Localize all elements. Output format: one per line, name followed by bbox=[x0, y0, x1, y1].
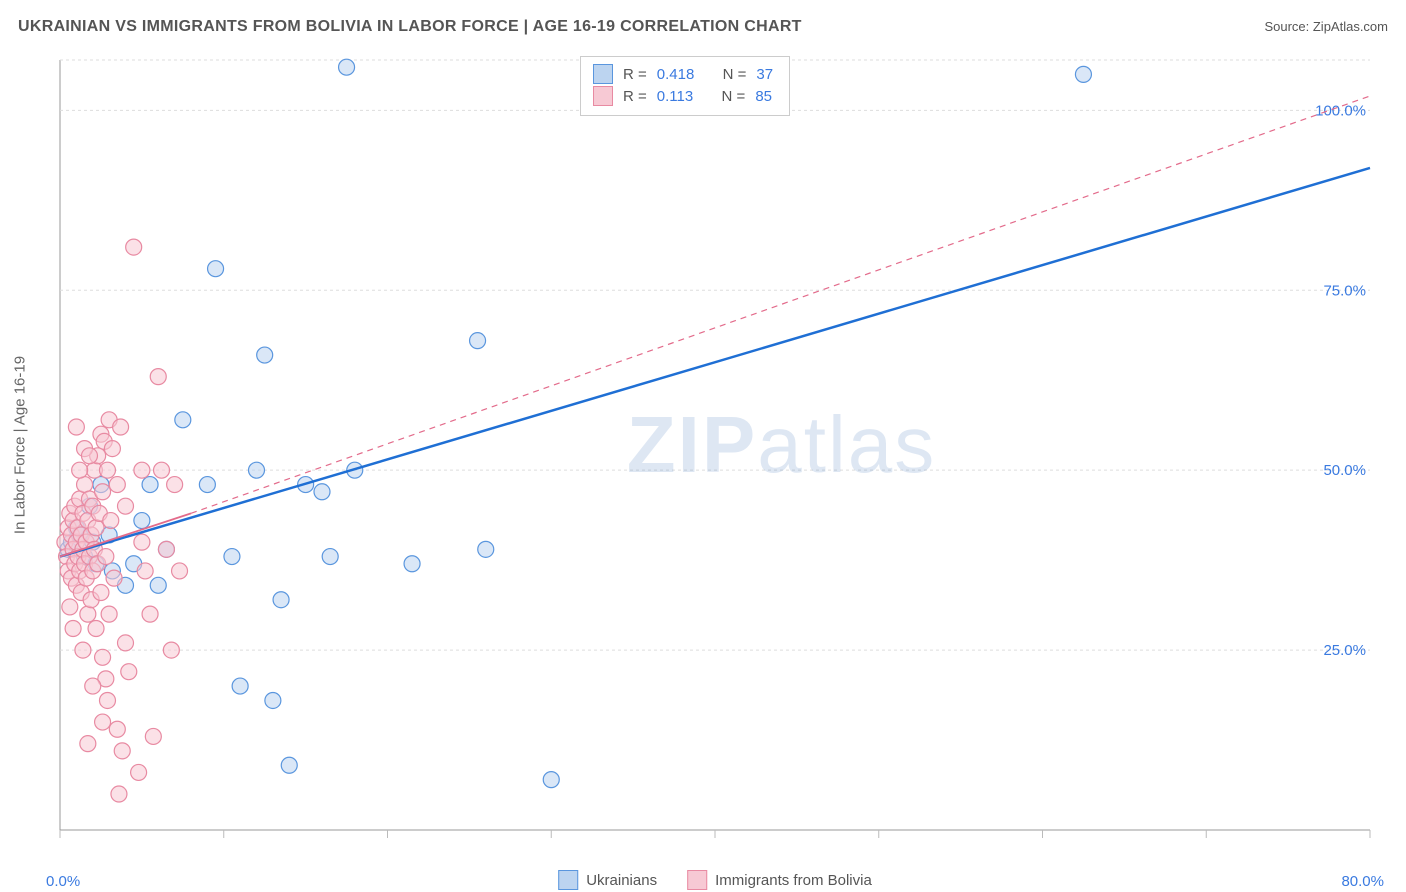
y-axis-title: In Labor Force | Age 16-19 bbox=[12, 356, 29, 534]
legend-row-blue: R = 0.418 N = 37 bbox=[593, 63, 773, 85]
page-header: UKRAINIAN VS IMMIGRANTS FROM BOLIVIA IN … bbox=[18, 18, 1388, 36]
x-axis-start-label: 0.0% bbox=[46, 873, 80, 890]
chart-title: UKRAINIAN VS IMMIGRANTS FROM BOLIVIA IN … bbox=[18, 18, 802, 36]
n-label: N = bbox=[723, 66, 747, 83]
r-value-pink: 0.113 bbox=[657, 88, 693, 105]
legend-item-bolivia: Immigrants from Bolivia bbox=[687, 870, 872, 890]
source-link[interactable]: ZipAtlas.com bbox=[1313, 19, 1388, 34]
x-axis-end-label: 80.0% bbox=[1341, 873, 1384, 890]
svg-text:50.0%: 50.0% bbox=[1323, 462, 1366, 479]
legend-swatch-blue-icon bbox=[558, 870, 578, 890]
svg-text:100.0%: 100.0% bbox=[1315, 102, 1366, 119]
legend-swatch-blue bbox=[593, 64, 613, 84]
scatter-chart: 25.0% 50.0% 75.0% 100.0% bbox=[50, 50, 1380, 840]
legend-row-pink: R = 0.113 N = 85 bbox=[593, 85, 773, 107]
legend-swatch-pink bbox=[593, 86, 613, 106]
n-value-blue: 37 bbox=[756, 66, 773, 83]
n-label-pink: N = bbox=[722, 88, 746, 105]
series-legend: Ukrainians Immigrants from Bolivia bbox=[558, 870, 872, 890]
chart-container: In Labor Force | Age 16-19 25.0%50.0%75.… bbox=[50, 50, 1380, 840]
n-value-pink: 85 bbox=[755, 88, 772, 105]
legend-label-ukrainians: Ukrainians bbox=[586, 872, 657, 889]
svg-text:25.0%: 25.0% bbox=[1323, 642, 1366, 659]
legend-item-ukrainians: Ukrainians bbox=[558, 870, 657, 890]
r-value-blue: 0.418 bbox=[657, 66, 695, 83]
r-label-pink: R = bbox=[623, 88, 647, 105]
r-label: R = bbox=[623, 66, 647, 83]
correlation-legend: R = 0.418 N = 37 R = 0.113 N = 85 bbox=[580, 56, 790, 116]
legend-swatch-pink-icon bbox=[687, 870, 707, 890]
source-prefix: Source: bbox=[1264, 19, 1312, 34]
svg-text:75.0%: 75.0% bbox=[1323, 282, 1366, 299]
source-label: Source: ZipAtlas.com bbox=[1264, 19, 1388, 34]
legend-label-bolivia: Immigrants from Bolivia bbox=[715, 872, 872, 889]
